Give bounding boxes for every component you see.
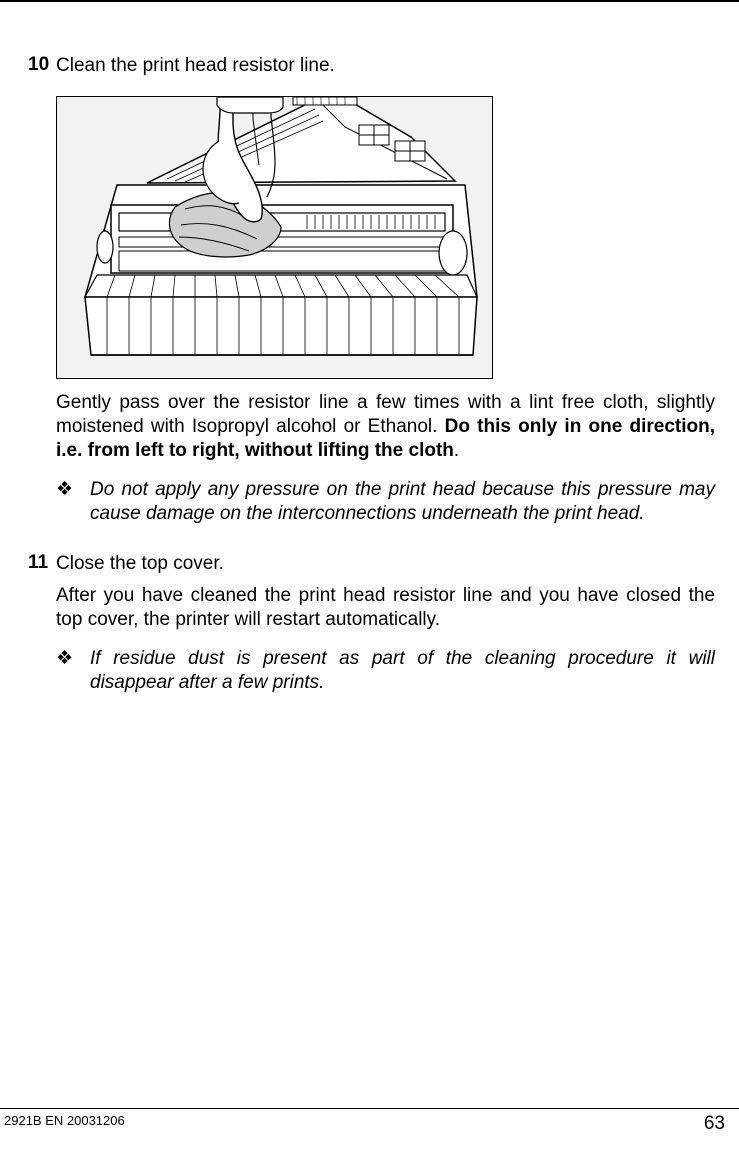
footer-doc-id: 2921B EN 20031206 <box>4 1113 125 1128</box>
step-10-content: Gently pass over the resistor line a few… <box>56 96 715 527</box>
step-11: 11 Close the top cover. <box>28 552 715 576</box>
step-title: Close the top cover. <box>56 552 715 576</box>
bullet-icon: ❖ <box>56 478 90 502</box>
bullet-icon: ❖ <box>56 647 90 671</box>
step-10-desc: Gently pass over the resistor line a few… <box>56 391 715 464</box>
note-text: Do not apply any pressure on the print h… <box>90 478 715 527</box>
figure-clean-printhead <box>56 96 493 379</box>
step-number: 10 <box>28 54 56 76</box>
step-11-note: ❖ If residue dust is present as part of … <box>56 647 715 696</box>
figure-svg <box>57 97 493 379</box>
note-text: If residue dust is present as part of th… <box>90 647 715 696</box>
page: 10 Clean the print head resistor line. <box>0 0 739 1169</box>
step-10: 10 Clean the print head resistor line. <box>28 54 715 78</box>
step-11-desc: After you have cleaned the print head re… <box>56 584 715 633</box>
footer-page-number: 63 <box>704 1113 725 1135</box>
step-11-content: After you have cleaned the print head re… <box>56 584 715 695</box>
step-number: 11 <box>28 552 56 574</box>
step-10-note: ❖ Do not apply any pressure on the print… <box>56 478 715 527</box>
page-footer: 2921B EN 20031206 63 <box>0 1108 739 1135</box>
text-span: . <box>454 440 459 461</box>
step-title: Clean the print head resistor line. <box>56 54 715 78</box>
